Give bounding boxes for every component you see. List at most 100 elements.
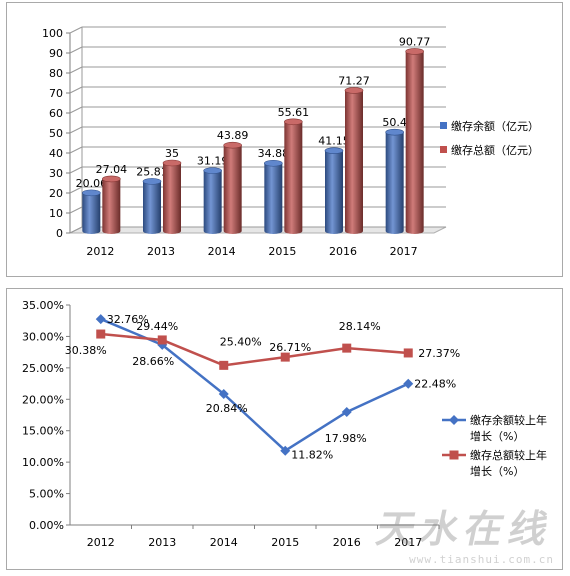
- x-tick-label: 2016: [333, 536, 361, 549]
- point-marker: [219, 360, 229, 370]
- y-tick-label: 30.00%: [22, 330, 64, 343]
- bar-body: [405, 51, 424, 235]
- y-tick-label: 0: [56, 227, 63, 240]
- bar-body: [264, 163, 283, 234]
- data-label: 25.81: [136, 165, 168, 178]
- data-label: 11.82%: [291, 449, 333, 462]
- gridline-depth: [69, 106, 83, 114]
- data-label: 26.71%: [269, 341, 311, 354]
- bar-body: [385, 132, 404, 234]
- bar-top: [324, 147, 344, 154]
- line-chart: 0.00% 5.00% 10.00% 15.00% 20.00% 25.00% 30.00%…: [22, 299, 547, 549]
- bar-body: [203, 170, 222, 234]
- gridline-depth: [69, 126, 83, 134]
- bar-2017-0: [385, 128, 404, 234]
- legend-marker: [449, 415, 459, 425]
- bar-top: [162, 159, 182, 167]
- legend-label-line2: 增长（%）: [470, 429, 524, 443]
- legend-label: 缴存总额（亿元）: [451, 143, 539, 157]
- bar-2014-1: [223, 141, 242, 234]
- bar-2016-0: [324, 147, 344, 234]
- x-tick-label: 2014: [210, 536, 238, 549]
- y-tick-label: 20.00%: [22, 393, 64, 406]
- y-tick-label: 25.00%: [22, 362, 64, 375]
- bar-top: [385, 128, 404, 136]
- data-label: 28.66%: [132, 355, 174, 368]
- x-tick-label: 2012: [87, 536, 115, 549]
- data-label: 30.38%: [65, 344, 107, 357]
- point-marker: [341, 406, 352, 417]
- data-label: 25.40%: [220, 335, 262, 348]
- bar-2013-1: [162, 159, 182, 234]
- legend: 缴存余额（亿元） 缴存总额（亿元）: [440, 119, 539, 157]
- gridline-depth: [69, 226, 83, 234]
- data-label: 27.37%: [418, 347, 460, 360]
- x-tick-label: 2015: [271, 536, 299, 549]
- data-label: 34.88: [258, 147, 290, 160]
- x-tick-label: 2016: [329, 245, 357, 258]
- gridline-depth: [69, 66, 83, 74]
- x-tick-label: 2017: [390, 245, 418, 258]
- data-label: 71.27: [338, 74, 370, 87]
- bar-top: [264, 159, 283, 167]
- data-label: 27.04: [96, 163, 128, 176]
- data-label: 17.98%: [325, 432, 367, 445]
- y-tick-label: 20: [49, 187, 63, 200]
- bar-top: [203, 167, 222, 174]
- x-tick-label: 2017: [394, 536, 422, 549]
- y-tick-label: 15.00%: [22, 425, 64, 438]
- gridline-depth: [69, 26, 83, 34]
- bar-body: [143, 181, 161, 234]
- bar-2017-1: [405, 48, 424, 235]
- legend-label: 缴存余额（亿元）: [451, 119, 539, 133]
- bar-body: [163, 163, 181, 234]
- data-label: 28.14%: [339, 320, 381, 333]
- data-label: 90.77: [399, 35, 431, 48]
- series-line-0: [100, 317, 409, 452]
- point-marker: [403, 348, 413, 358]
- legend-label-line2: 增长（%）: [470, 464, 524, 478]
- legend-swatch: [440, 122, 447, 129]
- data-label: 20.06: [76, 177, 108, 190]
- bar-body: [284, 121, 303, 234]
- gridline-depth: [69, 186, 83, 194]
- bar-top: [405, 48, 424, 55]
- point-marker: [96, 329, 106, 339]
- y-tick-label: 70: [49, 87, 63, 100]
- point-marker: [95, 314, 106, 325]
- data-label: 41.15: [318, 135, 350, 148]
- data-label: 50.4: [382, 116, 407, 129]
- line-chart-panel: 0.00% 5.00% 10.00% 15.00% 20.00% 25.00% 30.00%…: [6, 288, 563, 570]
- bar-2015-0: [264, 159, 283, 234]
- gridline-depth: [69, 86, 83, 94]
- bar-top: [284, 118, 303, 126]
- data-label: 29.44%: [136, 320, 178, 333]
- data-label: 32.76%: [107, 313, 149, 326]
- point-marker: [403, 378, 414, 389]
- y-tick-label: 0.00%: [29, 519, 64, 532]
- point-marker: [280, 352, 290, 362]
- point-marker: [280, 445, 291, 456]
- bar-top: [82, 189, 101, 197]
- data-label: 35: [165, 147, 179, 160]
- series-line-1: [100, 332, 409, 367]
- gridline-depth: [69, 46, 83, 54]
- y-tick-label: 35.00%: [22, 299, 64, 312]
- y-tick-label: 40: [49, 147, 63, 160]
- x-tick-label: 2013: [148, 536, 176, 549]
- legend-swatch: [440, 146, 447, 153]
- data-label: 31.19: [197, 155, 229, 168]
- x-tick-label: 2012: [86, 245, 114, 258]
- y-tick-label: 50: [49, 127, 63, 140]
- x-tick-label: 2014: [208, 245, 236, 258]
- legend-label-line1: 缴存余额较上年: [470, 413, 547, 427]
- legend-label-line1: 缴存总额较上年: [470, 448, 547, 462]
- point-marker: [218, 389, 229, 400]
- bar-body: [223, 145, 242, 234]
- y-tick-label: 100: [42, 27, 63, 40]
- bar-2012-1: [102, 175, 121, 234]
- y-tick-label: 10.00%: [22, 456, 64, 469]
- bar-top: [102, 175, 121, 183]
- legend-marker: [449, 450, 459, 460]
